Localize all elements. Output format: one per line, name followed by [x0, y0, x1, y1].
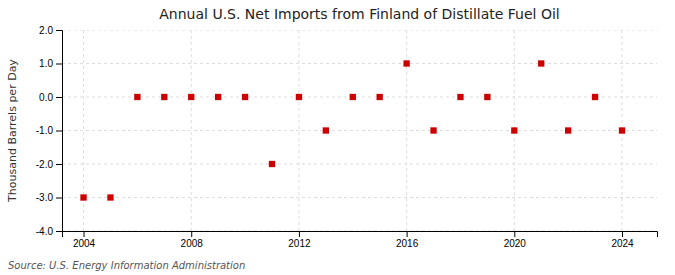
grid-line-x	[298, 30, 299, 231]
point	[403, 60, 409, 66]
y-axis-tick-mark	[56, 131, 62, 132]
y-axis-title: Thousand Barrels per Day	[6, 59, 19, 203]
point	[161, 94, 167, 100]
point	[565, 127, 571, 133]
point	[484, 94, 490, 100]
points	[80, 60, 625, 200]
x-axis-line	[63, 232, 658, 238]
x-axis-tick-mark	[299, 231, 300, 237]
x-axis-tick-label: 2016	[396, 238, 419, 249]
x-axis-tick-label: 2004	[73, 238, 96, 249]
y-axis-tick-label: -4.0	[36, 226, 54, 237]
y-axis-tick: -4.0	[36, 226, 62, 237]
point	[511, 127, 517, 133]
x-axis: 2004 2008 2012 2016 2020 2024	[63, 231, 658, 249]
x-axis-tick: 2008	[181, 231, 204, 249]
point	[457, 94, 463, 100]
y-axis-tick-label: 2.0	[39, 25, 53, 36]
y-axis-tick-mark	[56, 164, 62, 165]
y-axis: -4.0 -3.0 -2.0 -1.0 0.0 1.0 2.0	[36, 25, 63, 237]
title: Annual U.S. Net Imports from Finland of …	[159, 6, 559, 22]
x-axis-tick-mark	[514, 231, 515, 237]
y-axis-tick-label: -2.0	[36, 159, 54, 170]
x-axis-tick: 2016	[396, 231, 419, 249]
y-axis-tick: -2.0	[36, 159, 62, 170]
source: Source: U.S. Energy Information Administ…	[8, 260, 245, 271]
point	[377, 94, 383, 100]
point	[430, 127, 436, 133]
grid-line-y	[62, 97, 657, 98]
y-axis-tick-label: 0.0	[39, 92, 53, 103]
point	[592, 94, 598, 100]
grid-line-y	[62, 63, 657, 64]
x-axis-tick-label: 2012	[288, 238, 311, 249]
point	[134, 94, 140, 100]
x-axis-tick: 2020	[504, 231, 527, 249]
y-axis-tick: -1.0	[36, 125, 62, 136]
chart: 2004 2008 2012 2016 2020 2024 -4.0 -3.0 -2.0 -1.0…	[0, 0, 675, 275]
y-axis-tick-mark	[56, 97, 62, 98]
grid-line-x	[83, 30, 84, 231]
x-axis-tick: 2004	[73, 231, 96, 249]
y-axis-tick-mark	[56, 231, 62, 232]
point	[323, 127, 329, 133]
y-axis-tick-mark	[56, 198, 62, 199]
y-axis-tick-label: -3.0	[36, 192, 54, 203]
y-axis-line	[56, 31, 63, 232]
y-axis-tick-mark	[56, 30, 62, 31]
point	[619, 127, 625, 133]
x-axis-tick-label: 2020	[504, 238, 527, 249]
x-axis-tick-mark	[407, 231, 408, 237]
point	[107, 194, 113, 200]
point	[538, 60, 544, 66]
x-axis-tick-mark	[84, 231, 85, 237]
grid	[62, 30, 657, 231]
grid-line-y	[62, 197, 657, 198]
grid-line-y	[62, 30, 657, 31]
y-axis-tick: 1.0	[39, 58, 62, 69]
x-axis-tick: 2024	[611, 231, 634, 249]
x-axis-tick-mark	[622, 231, 623, 237]
x-axis-tick-mark	[191, 231, 192, 237]
x-axis-tick: 2012	[288, 231, 311, 249]
grid-line-x	[406, 30, 407, 231]
point	[296, 94, 302, 100]
y-axis-tick-label: 1.0	[39, 58, 53, 69]
point	[188, 94, 194, 100]
point	[269, 161, 275, 167]
x-axis-tick-label: 2024	[611, 238, 634, 249]
grid-line-y	[62, 164, 657, 165]
grid-line-x	[191, 30, 192, 231]
y-axis-tick-label: -1.0	[36, 125, 54, 136]
point	[350, 94, 356, 100]
x-axis-tick-label: 2008	[181, 238, 204, 249]
grid-line-y	[62, 231, 657, 232]
point	[80, 194, 86, 200]
point	[215, 94, 221, 100]
y-axis-tick: -3.0	[36, 192, 62, 203]
y-axis-tick-mark	[56, 64, 62, 65]
y-axis-tick: 2.0	[39, 25, 62, 36]
y-axis-tick: 0.0	[39, 92, 62, 103]
point	[242, 94, 248, 100]
